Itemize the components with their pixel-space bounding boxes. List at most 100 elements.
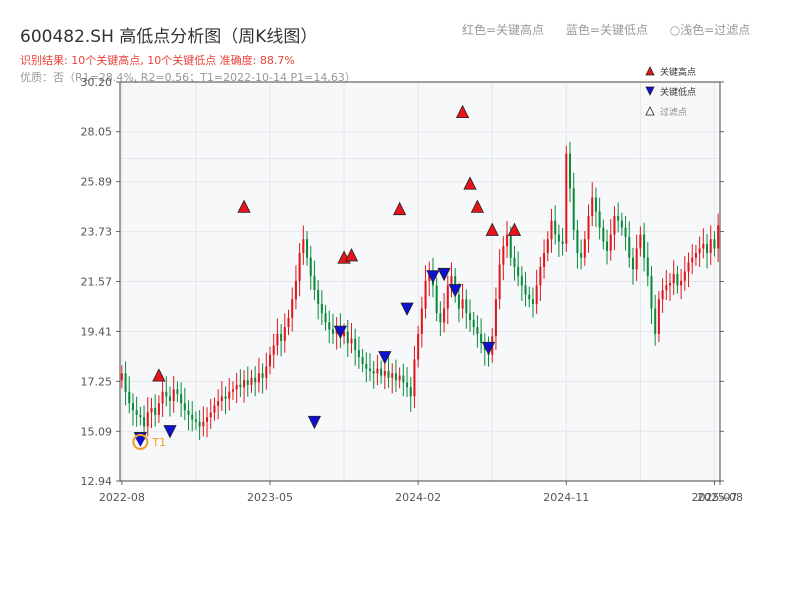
y-tick-label: 25.89 [81,176,113,189]
y-tick-label: 30.20 [81,76,113,89]
key-low-marker [448,284,462,298]
candle-body [209,412,212,418]
candle-body [120,373,123,381]
candle-body [239,384,242,388]
candle-body [624,227,627,237]
y-tick-label: 15.09 [81,425,113,438]
key-high-marker [507,222,522,236]
candle-body [413,359,416,397]
candle-body [617,216,620,221]
candle-body [606,241,609,251]
candle-body [531,299,534,304]
candle-body [546,239,549,254]
key-low-marker [333,325,348,339]
candle-body [328,322,331,330]
candle-body [680,280,683,286]
candle-body [494,299,497,337]
candle-body [635,248,638,270]
top-legend-red: 红色=关键高点 [462,23,545,37]
candle-body [717,225,720,249]
candle-body [276,333,279,346]
candle-body [246,380,249,385]
key-high-marker [485,222,499,236]
candle-body [654,308,657,334]
candle-body [520,276,523,286]
candle-body [183,403,186,411]
candle-body [206,417,209,422]
candle-body [313,276,316,291]
candle-body [283,327,286,341]
candle-body [631,257,634,270]
candle-body [428,271,431,281]
x-tick-label: 2025-08 [697,491,743,504]
candle-body [420,308,423,334]
key-low-marker [378,351,392,365]
candle-body [168,396,172,402]
candle-body [302,239,305,254]
candle-body [346,331,349,344]
candle-body [568,153,572,189]
candle-body [461,299,464,309]
candle-body [124,373,127,392]
x-tick-label: 2024-11 [543,491,589,504]
y-tick-label: 19.41 [81,325,113,338]
key-high-marker [237,199,251,213]
candle-body [154,407,157,415]
candle-body [561,241,564,244]
candle-body [228,391,231,399]
candle-body [539,266,542,286]
candle-body [687,262,690,272]
candle-body [565,153,568,244]
marker-layer: T1 [132,104,522,450]
candle-body [446,285,449,309]
candle-body [591,197,594,217]
candle-body [598,211,601,228]
key-low-marker [400,302,414,316]
candle-body [465,299,468,314]
candle-body [331,329,334,334]
candle-body [261,373,264,378]
candle-body [661,290,664,300]
key-high-marker [344,248,359,262]
legend-swatch-low [645,86,655,96]
candle-body [146,412,149,427]
candle-body [187,410,190,415]
y-tick-label: 23.73 [81,226,113,239]
candle-body [417,333,420,360]
candle-body [324,313,327,323]
candle-body [250,377,253,385]
candle-body [468,313,472,321]
candle-body [194,419,197,422]
candle-body [317,290,320,304]
candle-body [361,357,364,365]
top-legend-light: ○浅色=过滤点 [669,23,751,37]
candle-body [502,246,505,265]
candle-body [472,320,475,328]
candle-body [480,333,483,344]
candle-layer [120,141,720,441]
candle-body [139,414,142,418]
candle-body [294,280,297,300]
key-high-marker [455,104,470,119]
plot-frame [119,81,721,482]
candle-body [513,257,516,267]
candle-body [580,253,583,258]
candle-body [557,234,560,242]
candle-body [498,264,501,300]
y-tick-label: 28.05 [81,126,113,139]
candle-body [709,239,712,254]
candle-body [131,403,134,411]
candle-body [165,391,168,397]
candle-body [280,333,283,341]
candle-body [235,384,238,390]
key-low-marker [307,415,322,430]
candle-body [191,414,194,420]
candle-body [657,299,660,334]
candle-body [698,248,701,254]
candle-body [220,396,223,402]
candle-body [650,276,653,309]
candle-body [439,313,442,323]
candle-body [217,401,220,406]
candle-body [509,234,512,258]
candle-body [287,317,290,328]
